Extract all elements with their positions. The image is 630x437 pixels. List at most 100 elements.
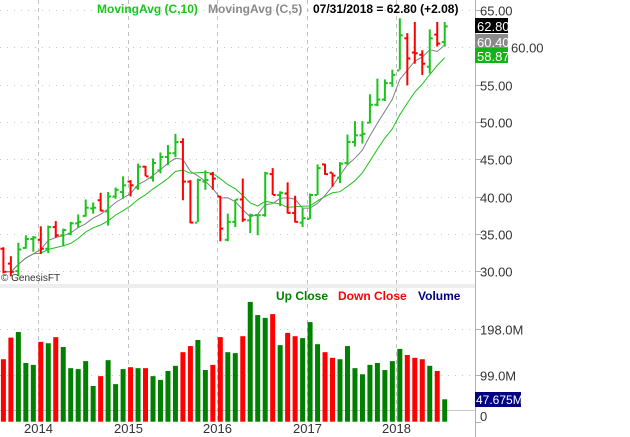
ohlc-range [2, 247, 5, 274]
ohlc-bar [52, 221, 59, 238]
volume-bar [15, 331, 21, 422]
ohlc-range [226, 213, 229, 242]
ohlc-range [294, 195, 297, 223]
volume-bar [337, 359, 343, 422]
ohlc-bar [239, 178, 246, 222]
ohlc-open-tick [322, 163, 325, 166]
ohlc-open-tick [374, 103, 377, 106]
x-tick-label: 2018 [382, 421, 411, 436]
ohlc-open-tick [209, 173, 213, 176]
ohlc-open-tick [0, 247, 3, 250]
ohlc-close-tick [355, 134, 358, 137]
ohlc-range [234, 199, 237, 228]
legend-ma10: MovingAvg (C,10) [97, 2, 198, 16]
ohlc-bar [120, 176, 127, 199]
ohlc-open-tick [314, 194, 318, 197]
ohlc-open-tick [60, 234, 63, 237]
volume-bar [225, 352, 231, 422]
ohlc-close-tick [258, 214, 261, 217]
ohlc-open-tick [142, 165, 146, 168]
ohlc-range [368, 94, 371, 124]
ohlc-close-tick [168, 152, 171, 155]
volume-bar [105, 360, 111, 422]
last-close-value: 62.80 [477, 19, 510, 34]
ohlc-bar [217, 195, 224, 242]
ohlc-close-tick [131, 184, 134, 187]
x-tick-label: 2016 [203, 421, 232, 436]
volume-bar [427, 365, 433, 422]
ohlc-range [196, 178, 199, 222]
ohlc-close-tick [41, 247, 44, 250]
volume-tick-label: 99.0M [480, 369, 516, 384]
ohlc-open-tick [366, 121, 370, 124]
panel-divider [0, 284, 475, 288]
ohlc-range [346, 134, 349, 166]
ohlc-bar [411, 21, 418, 64]
ohlc-open-tick [202, 180, 205, 183]
ohlc-open-tick [105, 210, 108, 213]
ohlc-range [443, 21, 446, 47]
ohlc-bar [22, 235, 29, 249]
ohlc-open-tick [90, 207, 93, 210]
ohlc-range [47, 225, 50, 254]
ohlc-open-tick [194, 221, 198, 224]
ohlc-range [122, 176, 125, 199]
ohlc-range [428, 29, 431, 74]
ohlc-open-tick [217, 195, 220, 198]
ohlc-close-tick [183, 180, 186, 183]
ohlc-bar [254, 214, 261, 236]
ohlc-close-tick [235, 198, 239, 201]
volume-bar [113, 384, 119, 422]
volume-bar [285, 332, 291, 422]
ohlc-open-tick [45, 247, 48, 250]
ohlc-bar [344, 134, 351, 166]
ohlc-bar [202, 170, 209, 190]
ohlc-range [241, 178, 244, 222]
ohlc-bar [97, 192, 104, 212]
ohlc-bar [209, 171, 216, 190]
ohlc-open-tick [37, 238, 41, 241]
ohlc-close-tick [213, 177, 216, 180]
ohlc-range [107, 192, 110, 226]
ohlc-close-tick [400, 34, 403, 37]
volume-bar [300, 338, 306, 422]
volume-bar [442, 399, 448, 422]
ohlc-bar [404, 33, 411, 86]
ohlc-close-tick [78, 220, 82, 223]
ohlc-bar [351, 121, 358, 147]
volume-bar [45, 343, 51, 422]
ohlc-range [391, 69, 394, 87]
ohlc-close-tick [430, 37, 433, 40]
ohlc-close-tick [18, 248, 22, 251]
volume-bars [0, 301, 448, 422]
ohlc-open-tick [75, 222, 78, 225]
legend-ma5: MovingAvg (C,5) [208, 2, 302, 16]
ohlc-close-tick [273, 194, 276, 197]
price-tick-label: 30.00 [480, 265, 513, 280]
ohlc-bar [105, 192, 112, 226]
ohlc-bar [329, 171, 336, 187]
ohlc-close-tick [63, 229, 67, 232]
ohlc-open-tick [224, 238, 228, 241]
ohlc-range [383, 79, 386, 102]
ohlc-close-tick [310, 194, 314, 197]
volume-bar [270, 314, 276, 422]
volume-bar [322, 352, 328, 422]
x-tick-label: 2017 [293, 421, 322, 436]
ohlc-bar [366, 94, 373, 124]
ohlc-range [17, 242, 20, 277]
ohlc-open-tick [127, 180, 131, 183]
volume-bar [172, 365, 178, 422]
ohlc-close-tick [198, 179, 201, 182]
ohlc-range [361, 121, 364, 144]
ohlc-close-tick [265, 172, 269, 175]
volume-bar [374, 362, 380, 422]
ohlc-bar [30, 236, 37, 252]
price-tick-label: 60.00 [511, 41, 544, 56]
volume-bar [143, 368, 149, 422]
ohlc-bar [314, 164, 321, 197]
ohlc-bar [419, 50, 426, 75]
ohlc-open-tick [299, 221, 303, 224]
ohlc-range [84, 199, 87, 217]
ohlc-bar [262, 171, 269, 217]
